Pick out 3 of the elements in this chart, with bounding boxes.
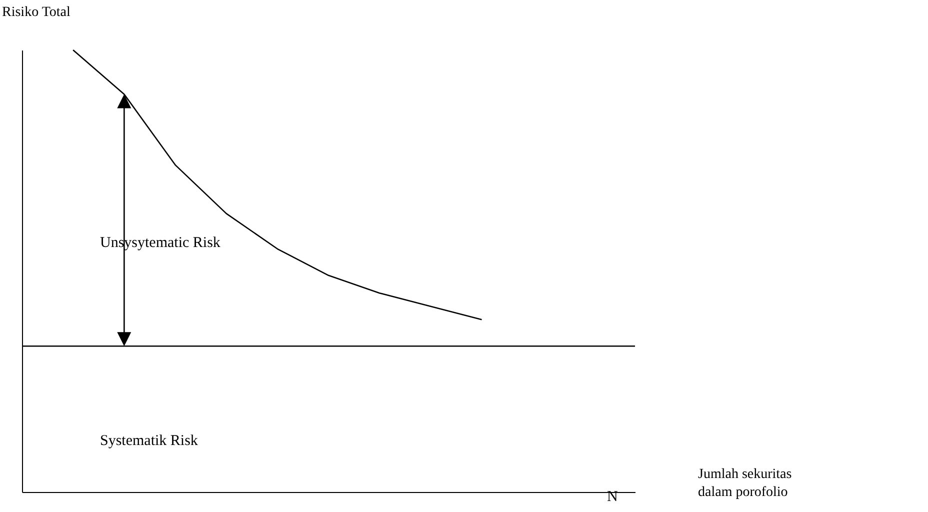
annotation: Systematik Risk: [100, 433, 198, 449]
y-axis-title: Risiko Total: [2, 5, 70, 20]
x-axis-title: Jumlah sekuritas dalam porofolio: [698, 467, 792, 500]
